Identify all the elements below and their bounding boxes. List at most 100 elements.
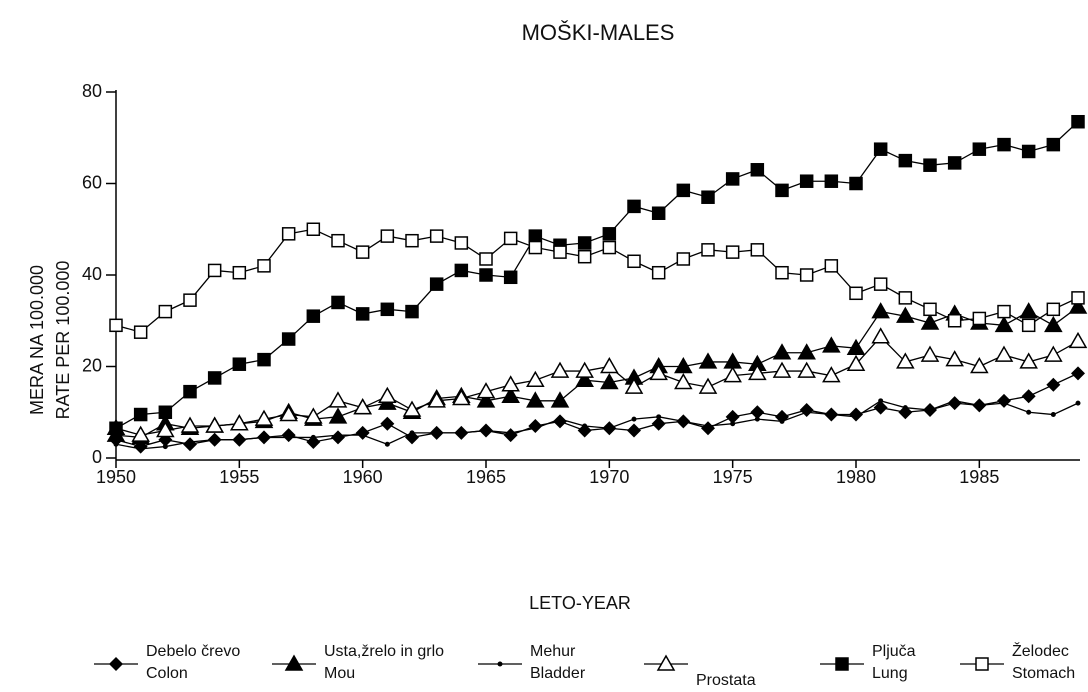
marker (429, 277, 444, 291)
marker (528, 229, 543, 243)
chart-title: MOŠKI-MALES (522, 20, 675, 45)
marker (649, 363, 668, 381)
marker (405, 430, 419, 445)
marker (920, 313, 940, 330)
marker (109, 318, 123, 333)
marker (624, 377, 644, 394)
x-tick-label: 1985 (959, 467, 999, 487)
marker (405, 233, 419, 248)
marker (1021, 144, 1036, 159)
marker (797, 343, 816, 360)
marker (528, 240, 543, 255)
marker (698, 352, 718, 369)
x-tick-label: 1950 (96, 467, 136, 487)
marker (1071, 114, 1085, 129)
marker (651, 206, 666, 220)
marker (331, 233, 345, 248)
marker (750, 405, 765, 420)
marker (553, 245, 567, 259)
marker (131, 425, 150, 442)
marker (725, 172, 740, 186)
marker (1001, 400, 1007, 406)
x-axis-label: LETO-YEAR (529, 593, 631, 613)
marker (328, 407, 348, 424)
marker (602, 227, 617, 241)
marker (458, 430, 464, 436)
marker (725, 245, 740, 259)
marker (1019, 352, 1038, 369)
marker (355, 307, 370, 321)
marker (846, 338, 866, 355)
marker (434, 430, 440, 436)
marker (606, 425, 612, 431)
marker (1021, 318, 1036, 333)
marker (1071, 291, 1085, 305)
marker (550, 391, 570, 408)
marker (501, 386, 520, 403)
marker (261, 434, 267, 440)
marker (133, 407, 148, 422)
legend-marker (975, 657, 989, 671)
marker (994, 345, 1014, 362)
marker (1075, 400, 1081, 406)
marker (873, 277, 888, 291)
marker (1019, 302, 1038, 319)
marker (230, 414, 249, 431)
marker (360, 432, 366, 438)
x-tick-label: 1975 (713, 467, 753, 487)
marker (799, 268, 814, 282)
marker (701, 190, 715, 204)
marker (896, 352, 915, 369)
series-line (115, 400, 1079, 450)
marker (304, 407, 323, 424)
legend-label: Prostata (696, 672, 756, 689)
marker (602, 240, 617, 255)
marker (871, 327, 890, 344)
marker (479, 252, 493, 266)
marker (846, 354, 866, 371)
marker (306, 309, 321, 323)
y-tick-label: 20 (82, 355, 102, 375)
legend-marker (656, 654, 676, 671)
marker (113, 441, 119, 447)
marker (1068, 331, 1088, 349)
marker (1046, 302, 1061, 317)
marker (871, 302, 890, 319)
marker (133, 325, 148, 339)
marker (923, 158, 937, 172)
marker (849, 286, 863, 301)
marker (822, 366, 841, 383)
marker (676, 183, 691, 198)
marker (454, 236, 469, 250)
marker (705, 423, 711, 429)
marker (627, 254, 641, 269)
marker (1068, 297, 1088, 314)
legend-marker (835, 657, 849, 671)
legend-marker (109, 657, 123, 671)
marker (281, 227, 296, 241)
marker (232, 265, 247, 280)
marker (797, 361, 816, 378)
marker (452, 389, 471, 406)
marker (207, 371, 222, 385)
marker (331, 295, 345, 310)
marker (1044, 315, 1063, 333)
marker (698, 377, 718, 394)
series-line (115, 228, 1079, 333)
marker (779, 418, 785, 424)
marker (824, 259, 839, 273)
marker (286, 434, 292, 440)
marker (483, 428, 489, 434)
marker (257, 352, 271, 367)
marker (772, 361, 792, 378)
marker (674, 373, 693, 390)
marker (750, 163, 765, 177)
marker (503, 231, 518, 246)
marker (748, 363, 767, 381)
marker (775, 183, 789, 198)
marker (232, 357, 247, 371)
marker (878, 398, 884, 404)
marker (279, 405, 298, 422)
marker (754, 416, 760, 422)
x-tick-label: 1965 (466, 467, 506, 487)
